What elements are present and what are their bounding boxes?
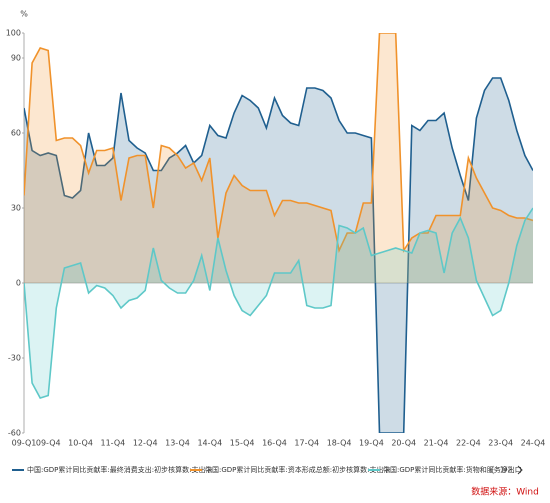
line [24, 33, 533, 254]
x-tick-label: 11-Q4 [100, 439, 125, 448]
x-tick-label: 09-Q4 [36, 439, 61, 448]
x-tick-label: 14-Q4 [197, 439, 222, 448]
y-tick-label: 60 [11, 129, 21, 138]
x-tick-label: 16-Q4 [262, 439, 287, 448]
x-tick-label: 18-Q4 [327, 439, 352, 448]
y-tick-label: 100 [6, 29, 21, 38]
x-tick-label: 10-Q4 [68, 439, 93, 448]
x-tick-label: 21-Q4 [424, 439, 449, 448]
source: 数据来源：Wind [471, 486, 539, 498]
y-tick-label: 30 [11, 204, 21, 213]
y-tick-label: 0 [16, 279, 21, 288]
legend-label: 中国:GDP累计同比贡献率:最终消费支出:初步核算数:支出法 [27, 465, 212, 474]
x-tick-label: 24-Q4 [521, 439, 546, 448]
x-tick-label: 20-Q4 [391, 439, 416, 448]
legend-pager[interactable]: 1/2 [500, 466, 513, 475]
area [24, 33, 533, 283]
x-tick-label: 23-Q4 [488, 439, 513, 448]
x-tick-label: 13-Q4 [165, 439, 190, 448]
x-tick-label: 09-Q1 [12, 439, 37, 448]
x-tick-label: 12-Q4 [133, 439, 158, 448]
y-tick-label: -60 [8, 429, 21, 438]
pager-next[interactable] [517, 465, 523, 475]
plot [24, 33, 533, 433]
pager-prev[interactable] [489, 465, 495, 475]
line [24, 207, 533, 399]
legend-label: 中国:GDP累计同比贡献率:货物和服务净出口 [383, 465, 522, 474]
x-tick-label: 22-Q4 [456, 439, 481, 448]
x-tick-label: 15-Q4 [230, 439, 255, 448]
x-tick-label: 17-Q4 [294, 439, 319, 448]
y-tick-label: -30 [8, 354, 21, 363]
area [24, 208, 533, 398]
legend-label: 中国:GDP累计同比贡献率:资本形成总额:初步核算数:支出法 [205, 465, 390, 474]
line [24, 77, 533, 433]
y-unit: % [20, 10, 28, 19]
y-tick-label: 90 [11, 54, 21, 63]
x-tick-label: 19-Q4 [359, 439, 384, 448]
